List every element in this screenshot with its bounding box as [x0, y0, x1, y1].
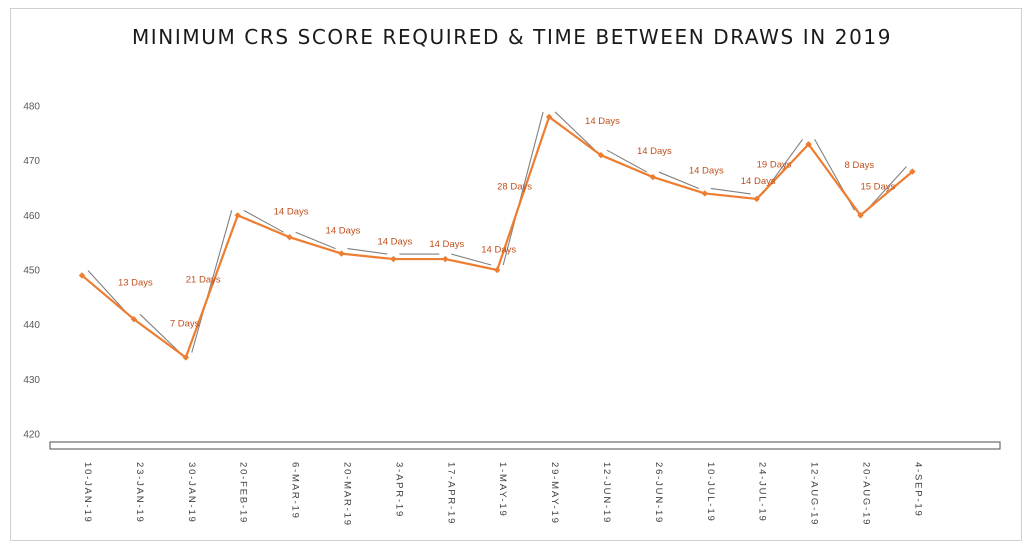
data-point — [649, 173, 657, 181]
data-point — [286, 234, 293, 241]
data-points — [78, 113, 916, 361]
interval-connector — [502, 111, 544, 266]
x-tick-label: 24-JUL-19 — [757, 462, 768, 523]
x-tick-label: 20-MAR-19 — [342, 462, 353, 527]
x-tick-label: 1-MAY-19 — [497, 462, 508, 518]
interval-label: 14 Days — [326, 225, 361, 236]
data-point — [494, 266, 501, 274]
data-point — [753, 195, 760, 203]
interval-connector — [243, 209, 284, 233]
data-point — [545, 113, 553, 121]
interval-label: 14 Days — [637, 146, 672, 157]
interval-connector — [554, 111, 596, 151]
data-point — [909, 168, 916, 175]
data-point — [234, 212, 241, 219]
interval-connector — [710, 187, 751, 195]
interval-label: 14 Days — [741, 176, 776, 187]
interval-connector — [606, 149, 648, 173]
data-point — [78, 272, 86, 279]
interval-connector — [658, 171, 700, 189]
interval-label: 15 Days — [860, 181, 895, 192]
x-axis-band — [49, 441, 1001, 450]
series-polyline — [81, 115, 914, 359]
x-tick-label: 3-APR-19 — [393, 462, 404, 518]
data-point — [338, 250, 345, 257]
x-tick-label: 20-FEB-19 — [238, 462, 249, 524]
series-line — [81, 115, 914, 359]
y-tick-label: 480 — [23, 102, 40, 113]
interval-labels: 13 Days 7 Days 21 Days 14 Days 14 Days 14 Day… — [118, 116, 896, 329]
interval-connectors — [87, 111, 907, 353]
data-point — [701, 190, 708, 197]
y-tick-label: 450 — [23, 266, 40, 277]
data-point — [597, 152, 605, 159]
interval-label: 14 Days — [274, 206, 309, 217]
chart-frame — [10, 8, 1022, 541]
data-point — [130, 316, 138, 323]
x-axis: 10-JAN-19 23-JAN-19 30-JAN-19 20-FEB-19 6-MA… — [82, 462, 923, 527]
interval-connector — [866, 166, 907, 211]
interval-label: 14 Days — [481, 245, 516, 256]
y-tick-label: 470 — [23, 156, 40, 167]
x-tick-label: 23-JAN-19 — [134, 462, 145, 524]
y-tick-label: 440 — [23, 320, 40, 331]
interval-connector — [295, 231, 336, 250]
y-tick-label: 420 — [23, 430, 40, 441]
interval-label: 19 Days — [757, 160, 792, 171]
interval-label: 14 Days — [429, 239, 464, 250]
interval-connector — [451, 253, 492, 266]
interval-connector — [191, 210, 233, 353]
y-tick-label: 460 — [23, 211, 40, 222]
y-axis: 420 430 440 450 460 470 480 — [23, 102, 40, 441]
x-tick-label: 17-APR-19 — [445, 462, 456, 525]
x-tick-label: 20-AUG-19 — [861, 462, 872, 526]
interval-label: 21 Days — [186, 274, 221, 285]
interval-connector — [87, 270, 129, 315]
x-tick-label: 4-SEP-19 — [912, 462, 923, 518]
data-point — [182, 354, 189, 361]
x-tick-label: 12-AUG-19 — [809, 462, 820, 526]
x-tick-label: 6-MAR-19 — [290, 462, 301, 520]
interval-label: 8 Days — [845, 160, 875, 171]
interval-connector — [139, 313, 181, 353]
x-tick-label: 29-MAY-19 — [549, 462, 560, 525]
interval-label: 14 Days — [377, 236, 412, 247]
interval-label: 13 Days — [118, 277, 153, 288]
interval-label: 28 Days — [497, 181, 532, 192]
data-point — [390, 255, 397, 263]
x-tick-label: 10-JUL-19 — [705, 462, 716, 523]
data-point — [857, 212, 864, 219]
interval-label: 7 Days — [170, 318, 200, 329]
interval-label: 14 Days — [689, 165, 724, 176]
y-tick-label: 430 — [23, 375, 40, 386]
interval-label: 14 Days — [585, 116, 620, 127]
x-tick-label: 10-JAN-19 — [82, 462, 93, 524]
data-point — [442, 255, 449, 263]
interval-connector — [347, 248, 388, 255]
x-tick-label: 26-JUN-19 — [653, 462, 664, 524]
x-tick-label: 30-JAN-19 — [186, 462, 197, 524]
x-tick-label: 12-JUN-19 — [601, 462, 612, 524]
chart-title: MINIMUM CRS SCORE REQUIRED & TIME BETWEE… — [131, 25, 893, 49]
data-point — [805, 141, 812, 148]
